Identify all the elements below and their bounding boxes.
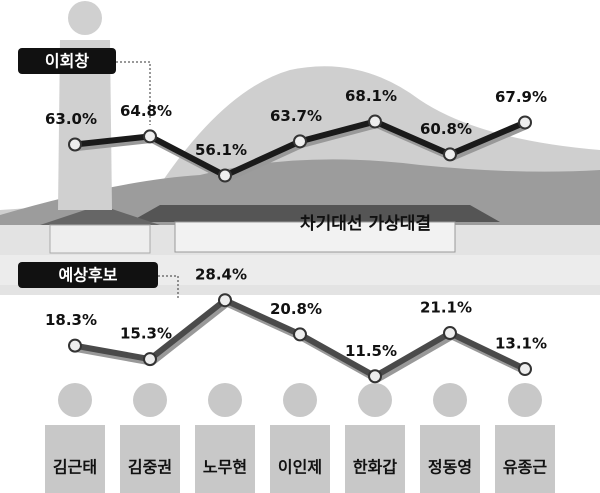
- x-tick-label: 유종근: [503, 458, 547, 477]
- legend-label: 이회창: [45, 52, 89, 71]
- person-icon: [495, 383, 555, 493]
- person-head: [283, 383, 317, 417]
- person-body: [195, 425, 255, 493]
- data-point: [518, 362, 532, 377]
- data-label: 67.9%: [495, 88, 547, 106]
- x-tick-label: 김근태: [53, 458, 97, 477]
- person-icon: [45, 383, 105, 493]
- data-point: [368, 369, 382, 384]
- person-body: [495, 425, 555, 493]
- person-body: [45, 425, 105, 493]
- data-point: [293, 327, 307, 342]
- data-point: [443, 147, 457, 162]
- data-label: 60.8%: [420, 120, 472, 138]
- data-label: 68.1%: [345, 87, 397, 105]
- x-tick-label: 이인제: [278, 458, 322, 477]
- data-label: 18.3%: [45, 311, 97, 329]
- data-label: 21.1%: [420, 299, 472, 317]
- data-label: 15.3%: [120, 325, 172, 343]
- person-head: [358, 383, 392, 417]
- person-body: [120, 425, 180, 493]
- data-label: 56.1%: [195, 141, 247, 159]
- legend-item: 예상후보: [18, 262, 179, 300]
- data-point: [518, 115, 532, 130]
- person-icon: [58, 1, 112, 210]
- x-tick-label: 정동영: [428, 458, 472, 477]
- person-icon: [345, 383, 405, 493]
- data-label: 11.5%: [345, 342, 397, 360]
- person-icon: [420, 383, 480, 493]
- x-tick-label: 한화갑: [353, 458, 397, 477]
- data-point: [218, 168, 232, 183]
- data-point: [143, 352, 157, 367]
- data-label: 13.1%: [495, 335, 547, 353]
- data-point: [143, 129, 157, 144]
- chart-title: 차기대선 가상대결: [300, 214, 431, 234]
- legend-item: 이회창: [18, 48, 151, 125]
- data-point: [68, 137, 82, 152]
- x-tick-label: 노무현: [203, 458, 247, 477]
- data-point: [368, 114, 382, 129]
- person-head: [208, 383, 242, 417]
- data-label: 28.4%: [195, 266, 247, 284]
- data-label: 64.8%: [120, 102, 172, 120]
- person-head: [508, 383, 542, 417]
- person-body: [270, 425, 330, 493]
- data-label: 63.0%: [45, 110, 97, 128]
- data-point: [218, 293, 232, 308]
- data-label: 63.7%: [270, 107, 322, 125]
- person-head: [58, 383, 92, 417]
- person-body: [420, 425, 480, 493]
- person-icon: [120, 383, 180, 493]
- data-point: [293, 134, 307, 149]
- data-point: [443, 326, 457, 341]
- person-body: [345, 425, 405, 493]
- data-point: [68, 338, 82, 353]
- person-icon: [195, 383, 255, 493]
- person-icon: [270, 383, 330, 493]
- scenery: [0, 66, 600, 295]
- data-label: 20.8%: [270, 300, 322, 318]
- x-tick-label: 김중권: [128, 458, 172, 477]
- legend-label: 예상후보: [59, 266, 118, 285]
- person-head: [433, 383, 467, 417]
- person-head: [133, 383, 167, 417]
